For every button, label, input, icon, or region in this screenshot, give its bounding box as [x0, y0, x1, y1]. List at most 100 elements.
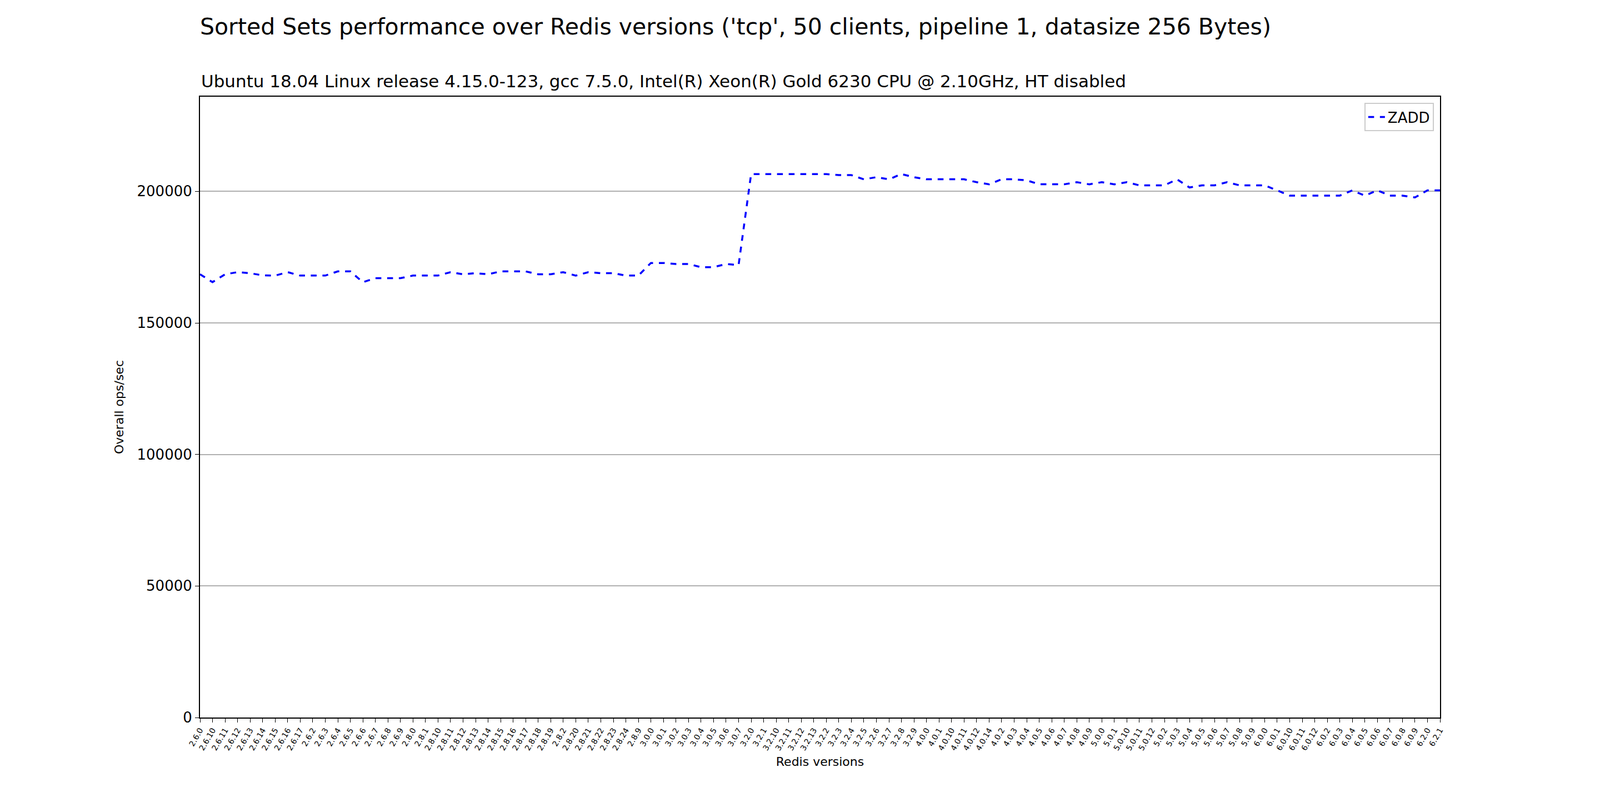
svg-text:200000: 200000: [137, 182, 193, 200]
svg-text:3.0.0: 3.0.0: [638, 726, 657, 748]
svg-text:2.6.7: 2.6.7: [362, 726, 381, 748]
svg-text:Sorted Sets performance over R: Sorted Sets performance over Redis versi…: [200, 13, 1272, 40]
svg-text:2.6.5: 2.6.5: [337, 726, 356, 748]
svg-text:6.0.3: 6.0.3: [1327, 726, 1345, 748]
svg-text:2.6.9: 2.6.9: [387, 726, 406, 748]
svg-text:ZADD: ZADD: [1387, 109, 1430, 127]
svg-text:2.6.6: 2.6.6: [350, 726, 368, 748]
svg-text:6.0.6: 6.0.6: [1364, 726, 1383, 748]
svg-text:4.0.11: 4.0.11: [948, 726, 969, 753]
svg-text:3.0.7: 3.0.7: [725, 726, 744, 748]
svg-text:3.2.9: 3.2.9: [901, 726, 919, 748]
svg-text:5.0.12: 5.0.12: [1136, 726, 1157, 753]
svg-text:2.8.21: 2.8.21: [572, 726, 593, 753]
svg-text:150000: 150000: [137, 314, 193, 332]
svg-text:2.8.11: 2.8.11: [435, 726, 455, 753]
svg-text:2.8.19: 2.8.19: [535, 726, 556, 753]
svg-text:4.0.1: 4.0.1: [926, 726, 944, 748]
svg-text:2.6.12: 2.6.12: [222, 726, 243, 753]
svg-text:3.2.8: 3.2.8: [888, 726, 907, 748]
svg-text:2.6.14: 2.6.14: [247, 726, 268, 753]
svg-text:3.0.4: 3.0.4: [688, 726, 707, 748]
svg-text:3.0.3: 3.0.3: [675, 726, 694, 748]
svg-text:6.0.10: 6.0.10: [1274, 726, 1295, 753]
svg-text:6.0.2: 6.0.2: [1314, 726, 1333, 748]
svg-text:2.8.23: 2.8.23: [598, 726, 619, 753]
svg-text:2.8.1: 2.8.1: [412, 726, 431, 748]
svg-text:2.6.10: 2.6.10: [197, 726, 218, 753]
svg-text:3.0.6: 3.0.6: [713, 726, 732, 748]
svg-text:5.0.10: 5.0.10: [1111, 726, 1132, 753]
svg-text:4.0.5: 4.0.5: [1026, 726, 1045, 748]
svg-text:3.2.11: 3.2.11: [773, 726, 794, 753]
svg-text:5.0.4: 5.0.4: [1176, 726, 1195, 748]
svg-text:4.0.7: 4.0.7: [1051, 726, 1070, 748]
svg-text:5.0.1: 5.0.1: [1101, 726, 1120, 748]
svg-text:6.0.12: 6.0.12: [1299, 726, 1320, 753]
svg-text:4.0.6: 4.0.6: [1038, 726, 1057, 748]
svg-text:5.0.5: 5.0.5: [1189, 726, 1208, 748]
svg-text:6.0.1: 6.0.1: [1264, 726, 1283, 748]
svg-text:6.0.9: 6.0.9: [1402, 726, 1420, 748]
svg-text:3.2.5: 3.2.5: [851, 726, 869, 748]
svg-text:2.6.13: 2.6.13: [235, 726, 255, 753]
svg-text:2.6.3: 2.6.3: [312, 726, 330, 748]
svg-text:2.6.8: 2.6.8: [375, 726, 393, 748]
svg-text:3.2.1: 3.2.1: [751, 726, 769, 748]
svg-text:5.0.8: 5.0.8: [1226, 726, 1245, 748]
svg-text:6.0.7: 6.0.7: [1377, 726, 1395, 748]
svg-text:6.0.5: 6.0.5: [1352, 726, 1370, 748]
svg-text:4.0.14: 4.0.14: [973, 726, 994, 753]
svg-text:2.8.18: 2.8.18: [522, 726, 543, 753]
svg-text:6.0.0: 6.0.0: [1251, 726, 1270, 748]
svg-text:2.8.17: 2.8.17: [510, 726, 531, 753]
svg-text:4.0.10: 4.0.10: [936, 726, 957, 753]
svg-text:2.8.22: 2.8.22: [585, 726, 606, 753]
svg-text:Redis versions: Redis versions: [776, 754, 864, 769]
svg-text:100000: 100000: [137, 446, 193, 463]
svg-text:4.0.0: 4.0.0: [913, 726, 932, 748]
svg-text:5.0.7: 5.0.7: [1214, 726, 1233, 748]
svg-text:6.2.0: 6.2.0: [1414, 726, 1433, 748]
svg-text:2.8.0: 2.8.0: [400, 726, 418, 748]
svg-text:2.8.14: 2.8.14: [472, 726, 493, 753]
svg-text:3.2.2: 3.2.2: [813, 726, 832, 748]
svg-text:3.0.2: 3.0.2: [663, 726, 682, 748]
svg-text:3.2.3: 3.2.3: [826, 726, 844, 748]
svg-text:2.8.10: 2.8.10: [422, 726, 443, 753]
svg-text:3.0.1: 3.0.1: [650, 726, 669, 748]
svg-text:4.0.3: 4.0.3: [1001, 726, 1019, 748]
svg-text:2.8.9: 2.8.9: [625, 726, 644, 748]
svg-text:5.0.0: 5.0.0: [1088, 726, 1107, 748]
svg-text:3.2.12: 3.2.12: [786, 726, 807, 753]
svg-text:0: 0: [182, 708, 193, 726]
svg-text:2.6.15: 2.6.15: [260, 726, 280, 753]
svg-text:2.8.12: 2.8.12: [447, 726, 468, 753]
svg-text:4.0.4: 4.0.4: [1013, 726, 1032, 748]
svg-text:2.6.0: 2.6.0: [187, 726, 205, 748]
svg-text:3.2.0: 3.2.0: [738, 726, 757, 748]
svg-text:5.0.2: 5.0.2: [1151, 726, 1170, 748]
svg-text:2.8.13: 2.8.13: [460, 726, 481, 753]
svg-text:3.2.7: 3.2.7: [876, 726, 894, 748]
svg-text:3.2.6: 3.2.6: [863, 726, 882, 748]
svg-text:Overall ops/sec: Overall ops/sec: [112, 360, 127, 454]
svg-text:2.8.2: 2.8.2: [550, 726, 569, 748]
svg-text:4.0.2: 4.0.2: [988, 726, 1007, 748]
svg-text:3.2.13: 3.2.13: [798, 726, 819, 753]
svg-text:2.6.11: 2.6.11: [210, 726, 230, 753]
svg-text:Ubuntu 18.04 Linux release 4.1: Ubuntu 18.04 Linux release 4.15.0-123, g…: [201, 71, 1127, 92]
svg-text:50000: 50000: [146, 577, 193, 594]
svg-text:6.2.1: 6.2.1: [1427, 726, 1445, 748]
svg-text:5.0.11: 5.0.11: [1123, 726, 1144, 753]
svg-text:2.6.2: 2.6.2: [300, 726, 318, 748]
svg-text:5.0.6: 5.0.6: [1201, 726, 1220, 748]
svg-text:6.0.8: 6.0.8: [1389, 726, 1408, 748]
svg-text:2.8.15: 2.8.15: [485, 726, 506, 753]
svg-text:2.6.16: 2.6.16: [272, 726, 293, 753]
svg-text:4.0.12: 4.0.12: [961, 726, 982, 753]
svg-text:2.6.4: 2.6.4: [325, 726, 343, 748]
svg-text:3.2.4: 3.2.4: [838, 726, 857, 748]
svg-text:3.0.5: 3.0.5: [700, 726, 719, 748]
svg-text:6.0.4: 6.0.4: [1339, 726, 1358, 748]
